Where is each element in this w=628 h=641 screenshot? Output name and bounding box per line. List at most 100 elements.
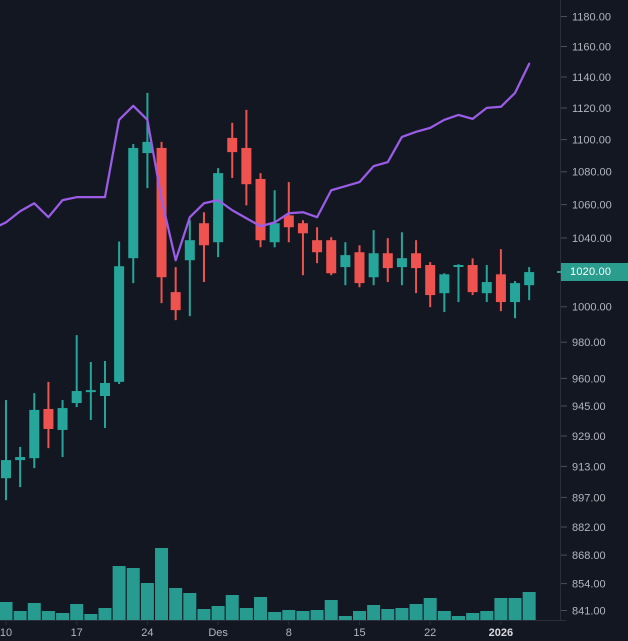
candle-body-down <box>411 253 422 269</box>
candle-body-down <box>283 215 294 228</box>
volume-bar <box>84 614 98 620</box>
volume-bar <box>197 609 211 620</box>
candle-body-up <box>1 460 11 479</box>
time-tick-label: 2026 <box>489 627 513 639</box>
price-tick-label: 1160.00 <box>572 41 611 53</box>
volume-bar <box>480 611 494 620</box>
candle-body-up <box>213 173 224 243</box>
price-tick-label: 1120.00 <box>572 103 611 115</box>
candle-body-up <box>439 274 450 294</box>
volume-bar <box>211 606 225 620</box>
volume-bar <box>423 598 437 620</box>
volume-bar <box>13 611 27 620</box>
last-price-value: 1020.00 <box>570 266 612 279</box>
volume-bar <box>0 602 13 620</box>
volume-bar <box>409 604 423 620</box>
price-tick-label: 945.00 <box>572 401 606 413</box>
volume-bar <box>169 588 183 620</box>
price-tick-label: 1180.00 <box>572 11 611 23</box>
last-price-tag: 1020.00 <box>561 263 628 282</box>
volume-bar <box>239 608 253 620</box>
time-axis[interactable]: 10 17 24 Des 8 15 22 2026 <box>0 620 566 639</box>
candle-body-down <box>495 274 506 303</box>
time-tick-label: 10 <box>0 627 12 639</box>
volume-bar <box>140 583 154 620</box>
volume-bar <box>451 616 465 620</box>
candle-body-up <box>396 258 407 268</box>
candle-body-down <box>467 265 478 293</box>
price-axis[interactable]: 1180.00 1160.00 1140.00 1120.00 1100.00 1080.… <box>560 0 612 620</box>
candle-body-down <box>312 240 323 253</box>
price-tick-label: 897.00 <box>572 492 606 504</box>
candle-body-up <box>29 409 40 459</box>
volume-bar <box>494 598 508 620</box>
candle-body-up <box>340 255 351 268</box>
volume-bar <box>282 610 296 620</box>
candle-body-down <box>326 240 337 274</box>
price-tick-label: 1140.00 <box>572 72 611 84</box>
volume-bar <box>183 593 197 620</box>
candle-body-up <box>15 457 26 461</box>
price-tick-label: 1000.00 <box>572 302 612 314</box>
time-tick-label: 8 <box>286 627 292 639</box>
volume-bar <box>112 566 126 620</box>
price-tick-label: 1040.00 <box>572 233 612 245</box>
price-tick-label: 1100.00 <box>572 134 611 146</box>
volume-bar <box>70 604 84 620</box>
candle-body-up <box>142 141 153 154</box>
candle-body-down <box>170 292 181 311</box>
candle-body-up <box>184 240 195 261</box>
price-tick-label: 1060.00 <box>572 199 612 211</box>
volume-bar <box>395 608 409 620</box>
volume-bar <box>437 611 451 620</box>
volume-bar <box>522 592 536 620</box>
candle-body-down <box>354 252 365 284</box>
volume-bar <box>155 548 169 620</box>
candle-body-down <box>425 265 436 296</box>
volume-bar <box>126 568 140 620</box>
candle-body-up <box>71 391 82 404</box>
candle-body-down <box>43 408 54 429</box>
price-tick-label: 1080.00 <box>572 167 612 179</box>
candles-layer <box>1 92 535 501</box>
volume-layer <box>0 548 536 620</box>
volume-bar <box>353 611 366 620</box>
candle-body-up <box>481 282 492 294</box>
candle-body-down <box>227 137 238 153</box>
volume-bar <box>381 609 395 620</box>
volume-bar <box>466 613 480 620</box>
candle-body-up <box>85 390 96 393</box>
candle-body-up <box>368 253 379 278</box>
candle-body-up <box>524 272 535 286</box>
volume-bar <box>225 595 239 620</box>
candle-body-down <box>241 147 252 185</box>
price-tick-label: 960.00 <box>572 373 606 385</box>
candle-body-up <box>269 223 280 243</box>
time-tick-label: Des <box>208 627 228 639</box>
candle-body-down <box>156 147 167 278</box>
chart-plot-area[interactable] <box>0 0 560 620</box>
volume-bar <box>324 600 338 620</box>
candle-body-up <box>510 283 521 303</box>
candle-body-down <box>255 178 266 241</box>
volume-bar <box>367 605 381 620</box>
price-tick-label: 980.00 <box>572 337 606 349</box>
ma-line <box>0 62 531 262</box>
candle-body-up <box>99 382 110 397</box>
volume-bar <box>508 598 522 620</box>
volume-bar <box>27 603 41 620</box>
volume-bar <box>56 613 70 620</box>
price-tick-label: 854.00 <box>572 578 606 590</box>
candle-body-up <box>114 266 125 382</box>
price-tick-label: 882.00 <box>572 522 606 534</box>
price-tick-label: 913.00 <box>572 461 606 473</box>
volume-bar <box>98 608 112 620</box>
volume-bar <box>310 610 324 620</box>
time-tick-label: 17 <box>71 627 83 639</box>
time-tick-label: 24 <box>141 627 153 639</box>
volume-bar <box>41 611 55 620</box>
volume-bar <box>254 597 268 620</box>
